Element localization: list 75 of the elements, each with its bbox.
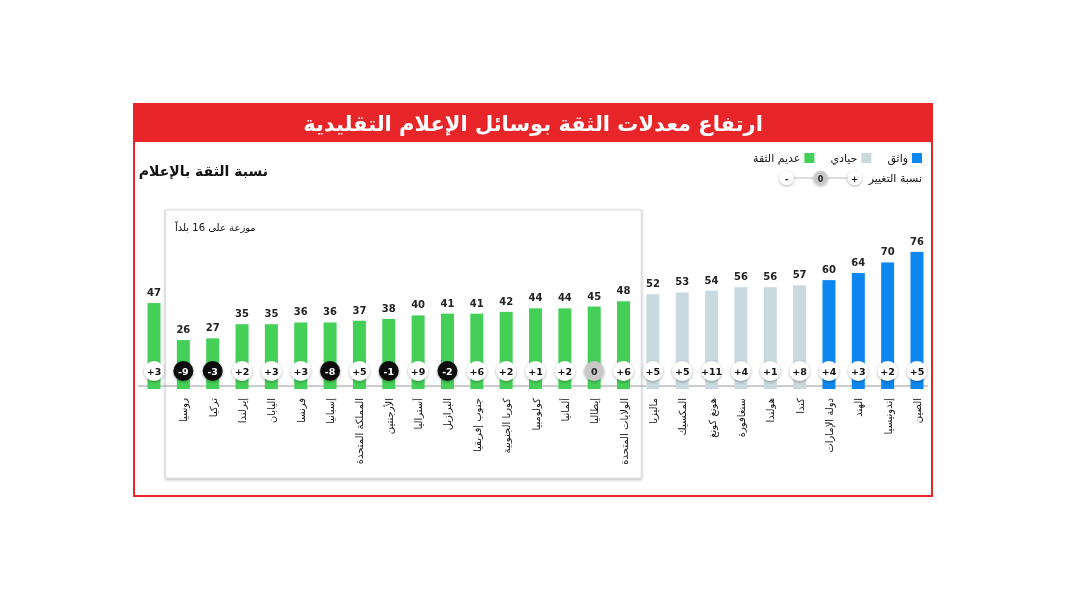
data-label: 27 [205, 322, 220, 334]
x-tick-label: جنوب إفريقيا [471, 398, 484, 452]
badge: -2 [437, 361, 458, 381]
x-tick-label: أستراليا [412, 397, 425, 430]
data-label: 53 [675, 276, 690, 288]
badge: 0 [584, 361, 605, 381]
x-tick-label: إيطاليا [589, 397, 602, 424]
x-tick-label: الهند [853, 398, 866, 417]
data-label: 42 [499, 295, 514, 307]
x-tick-label: إيرلندا [237, 397, 250, 424]
x-tick-label: الولايات المتحدة [618, 398, 630, 465]
x-tick-label: كوريا الجنوبية [501, 397, 513, 454]
data-label: 35 [235, 308, 250, 320]
x-tick-label: روسيا [178, 397, 191, 423]
data-label: 40 [411, 299, 426, 311]
data-label: 41 [469, 297, 484, 309]
data-label: 44 [557, 292, 572, 304]
x-tick-label: هولندا [765, 398, 777, 423]
annotation: -1 [383, 365, 395, 377]
data-label: 36 [293, 306, 308, 318]
chart-title: ارتفاع معدلات الثقة بوسائل الإعلام التقليدية [303, 112, 763, 136]
x-tick-label: هونغ كونغ [706, 398, 719, 438]
x-tick-label: تركيا [207, 397, 219, 418]
data-label: 64 [851, 257, 866, 269]
annotation: -8 [324, 365, 336, 377]
x-tick-label: دولة الإمارات [823, 398, 836, 453]
data-label: 76 [910, 235, 924, 247]
data-label: 45 [587, 290, 602, 302]
data-label: 44 [528, 292, 543, 304]
data-label: 60 [822, 264, 836, 276]
data-label: 26 [176, 324, 191, 336]
data-label: 70 [880, 246, 895, 258]
x-tick-label: كندا [794, 397, 806, 414]
annotation: -9 [178, 365, 189, 377]
x-tick-label: كولومبيا [530, 397, 542, 431]
legend-label: عديم الثقة [753, 152, 801, 165]
data-label: 37 [352, 304, 367, 316]
annotation: -2 [442, 365, 453, 377]
x-tick-label: ألمانيا [558, 397, 571, 422]
data-label: 38 [381, 302, 396, 314]
data-label: 52 [645, 278, 660, 290]
badge: -1 [378, 361, 399, 381]
badge: -8 [320, 361, 341, 381]
data-label: 56 [763, 271, 778, 283]
annotation: -3 [207, 365, 218, 377]
x-tick-label: ماليزيا [647, 398, 659, 424]
data-label: 47 [147, 287, 161, 299]
data-label: 48 [616, 285, 631, 297]
x-tick-label: إندونيسيا [882, 397, 895, 435]
badge: +3 [144, 361, 164, 381]
badge: +5 [907, 361, 927, 381]
data-label: 41 [440, 297, 455, 309]
x-tick-label: الأرجنتين [382, 398, 395, 435]
x-tick-label: اليابان [266, 398, 278, 424]
x-tick-label: الصين [912, 398, 923, 424]
x-tick-label: فرنسا [295, 397, 307, 424]
x-tick-label: المملكة المتحدة [354, 398, 366, 465]
legend-label: واثق [887, 152, 908, 166]
data-label: 56 [733, 271, 748, 283]
band-label: موزعة على 16 بلداً [174, 219, 256, 233]
x-tick-label: سنغافورة [735, 398, 747, 438]
data-label: 35 [264, 308, 279, 320]
x-tick-label: المكسيك [677, 398, 689, 436]
chart-subtitle: نسبة الثقة بالإعلام [138, 163, 268, 180]
data-label: 36 [323, 306, 338, 318]
badge: -3 [202, 361, 223, 381]
badge: -9 [173, 361, 194, 381]
data-label: 57 [792, 269, 807, 281]
badge: +11 [701, 361, 723, 381]
legend-label: حيادي [830, 152, 858, 165]
data-label: 54 [704, 274, 719, 286]
annotation: 0 [590, 365, 598, 377]
badge: 0 [813, 171, 828, 185]
x-tick-label: البرازيل [442, 398, 454, 431]
x-tick-label: إسبانيا [325, 397, 338, 425]
